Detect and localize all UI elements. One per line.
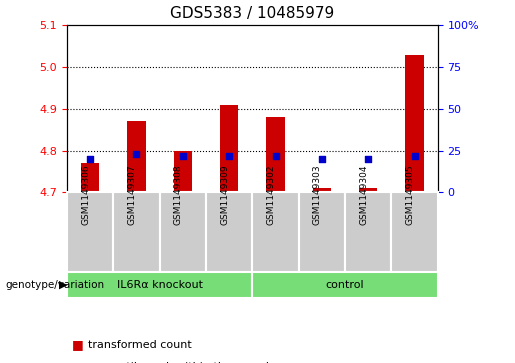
Text: GSM1149302: GSM1149302 — [267, 164, 276, 225]
Point — [364, 156, 372, 162]
Bar — [252, 192, 299, 272]
Text: IL6Rα knockout: IL6Rα knockout — [117, 280, 202, 290]
Text: GSM1149305: GSM1149305 — [406, 164, 415, 225]
Bar — [359, 188, 377, 192]
Bar — [313, 188, 331, 192]
Bar — [206, 192, 252, 272]
Text: GSM1149303: GSM1149303 — [313, 164, 322, 225]
Text: control: control — [325, 280, 365, 290]
Bar — [67, 192, 113, 272]
Bar — [127, 122, 146, 192]
Point — [86, 156, 94, 162]
Point — [225, 153, 233, 159]
Text: ■: ■ — [72, 360, 84, 363]
Point — [179, 153, 187, 159]
Text: GSM1149306: GSM1149306 — [81, 164, 90, 225]
Point — [410, 153, 419, 159]
Text: ■: ■ — [72, 338, 84, 351]
Point — [318, 156, 326, 162]
Text: GSM1149307: GSM1149307 — [128, 164, 136, 225]
Text: GSM1149309: GSM1149309 — [220, 164, 229, 225]
Bar — [391, 192, 438, 272]
Point — [271, 153, 280, 159]
Bar — [174, 151, 192, 192]
Bar — [220, 105, 238, 192]
Bar — [160, 192, 206, 272]
Text: GSM1149304: GSM1149304 — [359, 164, 368, 225]
Bar — [113, 192, 160, 272]
Text: GSM1149308: GSM1149308 — [174, 164, 183, 225]
Bar — [266, 117, 285, 192]
Text: ▶: ▶ — [59, 280, 68, 290]
Bar — [252, 272, 438, 298]
Bar — [67, 272, 252, 298]
Text: transformed count: transformed count — [88, 340, 191, 350]
Bar — [81, 163, 99, 192]
Bar — [299, 192, 345, 272]
Point — [132, 151, 141, 157]
Text: genotype/variation: genotype/variation — [5, 280, 104, 290]
Bar — [405, 55, 424, 192]
Bar — [345, 192, 391, 272]
Title: GDS5383 / 10485979: GDS5383 / 10485979 — [170, 7, 334, 21]
Text: percentile rank within the sample: percentile rank within the sample — [88, 362, 276, 363]
